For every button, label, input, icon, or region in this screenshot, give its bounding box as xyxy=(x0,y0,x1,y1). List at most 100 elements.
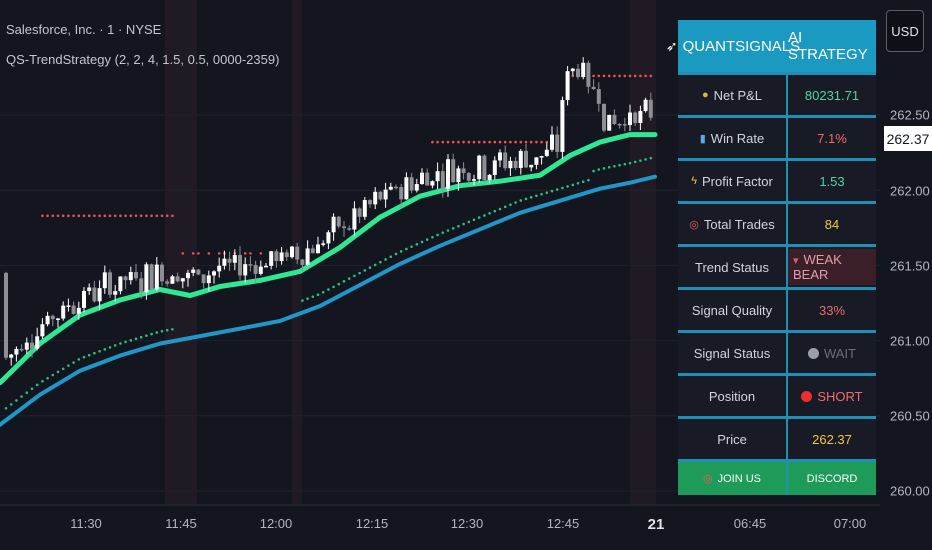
stop-dot-green xyxy=(311,295,315,298)
row-signal-status: Signal Status WAIT xyxy=(678,330,876,373)
rocket-icon: ➶ xyxy=(665,37,678,54)
stop-dot-red xyxy=(597,74,601,78)
stop-dot-green xyxy=(155,331,159,334)
stop-dot-green xyxy=(332,285,335,289)
stop-dot-green xyxy=(545,191,549,194)
candle-body xyxy=(206,275,211,284)
stop-dot-red xyxy=(498,140,502,144)
stop-dot-red xyxy=(129,214,133,218)
stop-dot-green xyxy=(113,344,117,347)
candle-body xyxy=(633,112,638,124)
candle-body xyxy=(264,265,268,268)
stop-dot-green xyxy=(316,293,320,297)
stop-dot-green xyxy=(410,245,413,248)
candle-body xyxy=(9,354,14,358)
candle-body xyxy=(524,150,528,168)
candle-body xyxy=(170,276,175,284)
candle-body xyxy=(154,264,159,290)
trend-value: WEAK BEAR xyxy=(793,252,842,282)
bar-chart-icon: ▮ xyxy=(699,132,706,145)
discord-link[interactable]: DISCORD xyxy=(806,472,858,485)
candle-body xyxy=(316,244,320,254)
strategy-legend[interactable]: QS-TrendStrategy (2, 2, 4, 1.5, 0.5, 000… xyxy=(6,52,280,67)
candle-body xyxy=(113,291,118,295)
stop-dot-green xyxy=(566,185,569,188)
candle-body xyxy=(97,288,102,302)
stop-dot-green xyxy=(477,216,481,219)
stop-dot-green xyxy=(384,258,387,261)
stop-dot-red xyxy=(207,252,211,255)
row-value: 80231.71 xyxy=(804,87,860,103)
stop-dot-red xyxy=(503,140,507,144)
stop-dot-red xyxy=(139,214,143,218)
stop-dot-red xyxy=(150,214,153,218)
candle-body xyxy=(180,278,185,282)
stop-dot-green xyxy=(576,181,580,185)
candle-body xyxy=(576,68,580,78)
stop-dot-green xyxy=(493,209,497,213)
stop-dot-green xyxy=(399,250,403,253)
stop-dot-red xyxy=(441,140,445,144)
candle-body xyxy=(388,186,393,190)
panel-footer: ◎ JOIN US DISCORD xyxy=(678,459,876,495)
stop-dot-green xyxy=(472,218,476,222)
stop-dot-green xyxy=(451,227,455,230)
stop-dot-green xyxy=(150,332,153,336)
stop-dot-green xyxy=(145,334,148,337)
stop-dot-green xyxy=(46,376,49,380)
row-win-rate: ▮ Win Rate 7.1% xyxy=(678,115,876,158)
candle-body xyxy=(61,305,66,319)
stop-dot-red xyxy=(477,140,481,144)
candle-body xyxy=(508,160,513,169)
candle-body xyxy=(617,123,622,126)
stop-dot-red xyxy=(644,74,647,78)
candle-body xyxy=(602,103,606,131)
stop-dot-green xyxy=(633,160,637,164)
stop-dot-green xyxy=(56,370,60,374)
candle-body xyxy=(472,179,476,181)
candle-body xyxy=(461,168,466,174)
candle-body xyxy=(295,246,300,260)
join-us-label: JOIN US xyxy=(717,472,761,485)
stop-dot-green xyxy=(342,280,346,283)
candle-body xyxy=(321,243,326,245)
stop-dot-green xyxy=(98,349,101,353)
candle-body xyxy=(539,156,544,158)
candle-body xyxy=(414,184,419,191)
stop-dot-red xyxy=(56,214,60,218)
candle-body xyxy=(482,155,487,180)
price-label: 262.50 xyxy=(890,107,930,123)
join-us-link[interactable]: ◎ JOIN US xyxy=(678,462,788,495)
candle-body xyxy=(50,315,55,320)
stop-dot-green xyxy=(514,201,517,204)
candle-body xyxy=(232,255,237,263)
candle-body xyxy=(310,248,315,254)
candle-body xyxy=(243,264,248,276)
symbol-title[interactable]: Salesforce, Inc. · 1 · NYSE xyxy=(6,22,162,37)
time-label: 06:45 xyxy=(733,516,767,531)
stop-dot-green xyxy=(425,238,429,241)
stop-dot-red xyxy=(493,140,497,144)
currency-button[interactable]: USD xyxy=(886,10,924,52)
stop-dot-green xyxy=(389,255,393,259)
stop-dot-green xyxy=(363,269,367,272)
stop-dot-red xyxy=(535,140,538,144)
stop-dot-red xyxy=(545,140,549,144)
stop-dot-green xyxy=(379,260,382,264)
panel-header: ➶ QUANTSIGNALS AI STRATEGY xyxy=(666,20,876,72)
stop-dot-green xyxy=(394,252,398,256)
stop-dot-red xyxy=(155,214,159,218)
stop-dot-green xyxy=(129,339,133,342)
candle-body xyxy=(487,174,492,180)
stop-dot-red xyxy=(509,140,512,144)
candle-body xyxy=(331,216,336,233)
stop-dot-green xyxy=(321,290,325,294)
stop-dot-red xyxy=(171,214,174,218)
candle-body xyxy=(14,348,19,355)
stop-dot-green xyxy=(20,395,23,398)
stop-dot-red xyxy=(108,214,112,218)
stop-dot-red xyxy=(524,140,528,144)
candle-body xyxy=(565,71,570,101)
row-value: 1.53 xyxy=(819,173,845,189)
candle-body xyxy=(238,255,242,276)
